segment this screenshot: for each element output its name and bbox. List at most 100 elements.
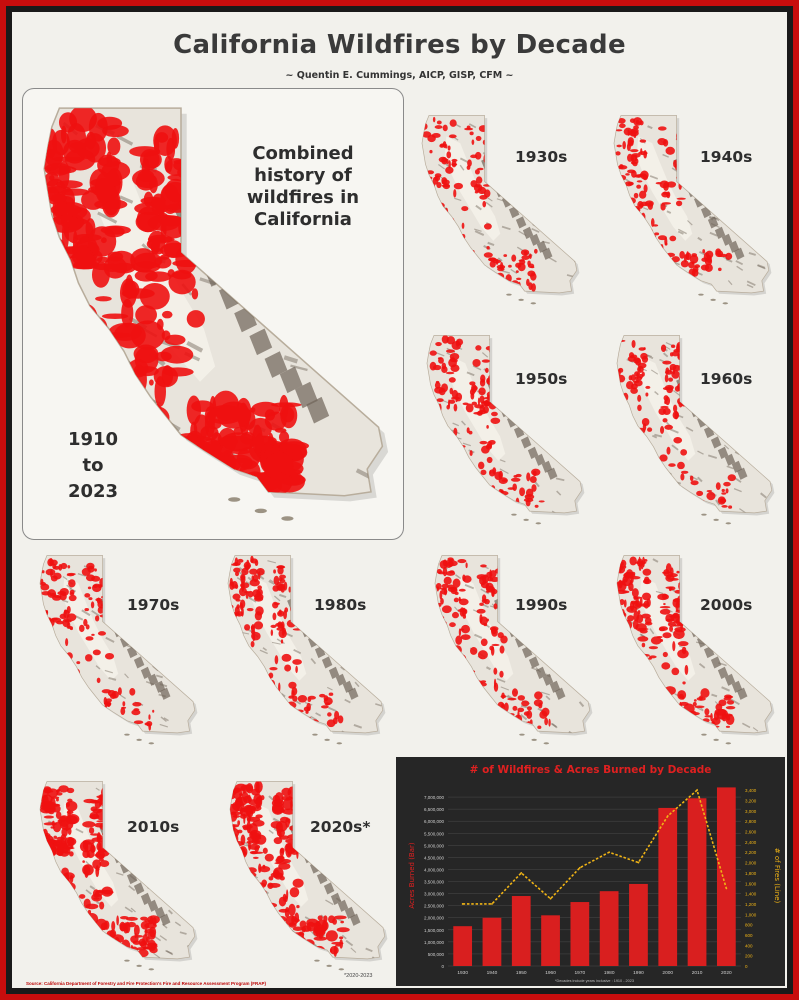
terrain-ridge [277,247,298,260]
fire-perimeter [249,568,258,575]
channel-island [336,742,343,745]
terrain-ridge [541,406,551,412]
fire-perimeter [627,197,636,204]
fire-perimeter [241,807,252,813]
fire-perimeter [71,323,102,338]
terrain-ridge [236,722,244,729]
fire-perimeter [299,920,307,929]
bar-acres-2020 [716,787,736,966]
fire-perimeter [148,714,151,720]
wildfire-chart-svg: # of Wildfires & Acres Burned by Decade0… [408,764,781,983]
terrain-ridge [116,872,124,876]
fire-perimeter [442,124,448,132]
fire-perimeter [710,712,713,722]
terrain-ridge [489,118,496,124]
fire-perimeter [466,165,471,170]
terrain-ridge [735,260,744,266]
fire-perimeter [99,901,105,910]
fire-perimeter [95,172,113,204]
terrain-ridge [524,561,533,567]
fire-perimeter [453,182,463,190]
fire-perimeter [303,939,315,948]
channel-island [506,293,512,296]
fire-perimeter [679,701,689,706]
fire-perimeter [534,248,538,254]
terrain-ridge [760,443,769,447]
terrain-ridge [125,784,135,789]
terrain-ridge [748,251,756,256]
fire-perimeter [531,484,537,492]
terrain-ridge [315,843,321,850]
fire-perimeter [78,894,86,899]
fire-perimeter [252,906,258,910]
fire-perimeter [706,491,716,501]
decade-label-2020s: 2020s* [310,818,371,836]
fire-perimeter [701,257,709,262]
terrain-ridge [345,803,351,808]
fire-perimeter [458,465,467,475]
sierra-ridge [140,666,152,679]
fire-perimeter [287,947,302,959]
fire-perimeter [82,860,85,863]
terrain-ridge [474,633,483,639]
fire-perimeter [148,230,166,253]
fire-perimeter [504,702,509,712]
fire-perimeter [335,943,341,947]
fire-perimeter [44,148,63,171]
fire-perimeter [121,706,127,709]
fire-perimeter [448,358,457,368]
fire-perimeter [60,562,68,570]
fire-perimeter [453,403,458,412]
fire-perimeter [488,492,495,498]
terrain-ridge [64,731,73,733]
terrain-ridge [682,564,692,570]
terrain-ridge [733,347,742,351]
terrain-ridge [360,630,367,635]
fire-perimeter [138,938,146,947]
fire-perimeter [704,723,708,729]
fire-perimeter [469,381,476,386]
fire-perimeter [473,183,483,192]
terrain-ridge [562,418,570,425]
fire-perimeter [90,806,98,812]
terrain-ridge [706,619,715,625]
channel-island [710,298,716,301]
fire-perimeter [636,184,642,189]
terrain-ridge [267,560,277,564]
fire-perimeter [82,304,88,334]
fire-perimeter [449,217,455,227]
fire-perimeter [333,915,347,920]
decade-map-1950s [426,335,585,525]
terrain-ridge [377,610,383,616]
fire-perimeter [627,137,634,146]
terrain-ridge [377,132,383,144]
terrain-ridge [237,885,247,892]
terrain-ridge [566,414,573,420]
fire-perimeter [486,245,490,250]
terrain-ridge [119,694,126,700]
fire-perimeter [688,261,695,269]
terrain-ridge [496,677,506,683]
sierra-ridge [527,446,539,459]
fire-perimeter [133,720,144,725]
y2-tick-label: 2,200 [745,850,757,855]
fire-perimeter [92,317,108,340]
fire-perimeter [255,797,262,807]
terrain-ridge [154,936,162,942]
fire-perimeter [41,570,45,574]
fire-perimeter [679,250,685,259]
y-axis-label: Acres Burned (Bar) [408,842,416,909]
fire-perimeter [84,608,90,612]
page-title: California Wildfires by Decade [173,30,626,60]
fire-perimeter [315,952,327,957]
fire-perimeter [68,594,77,602]
terrain-ridge [569,127,576,134]
fire-perimeter [41,610,46,620]
fire-perimeter [686,251,690,260]
fire-perimeter [435,341,442,347]
fire-perimeter [236,801,243,808]
terrain-ridge [472,365,482,371]
fire-perimeter [422,131,432,138]
y2-tick-label: 800 [745,923,753,928]
terrain-ridge [643,664,649,670]
